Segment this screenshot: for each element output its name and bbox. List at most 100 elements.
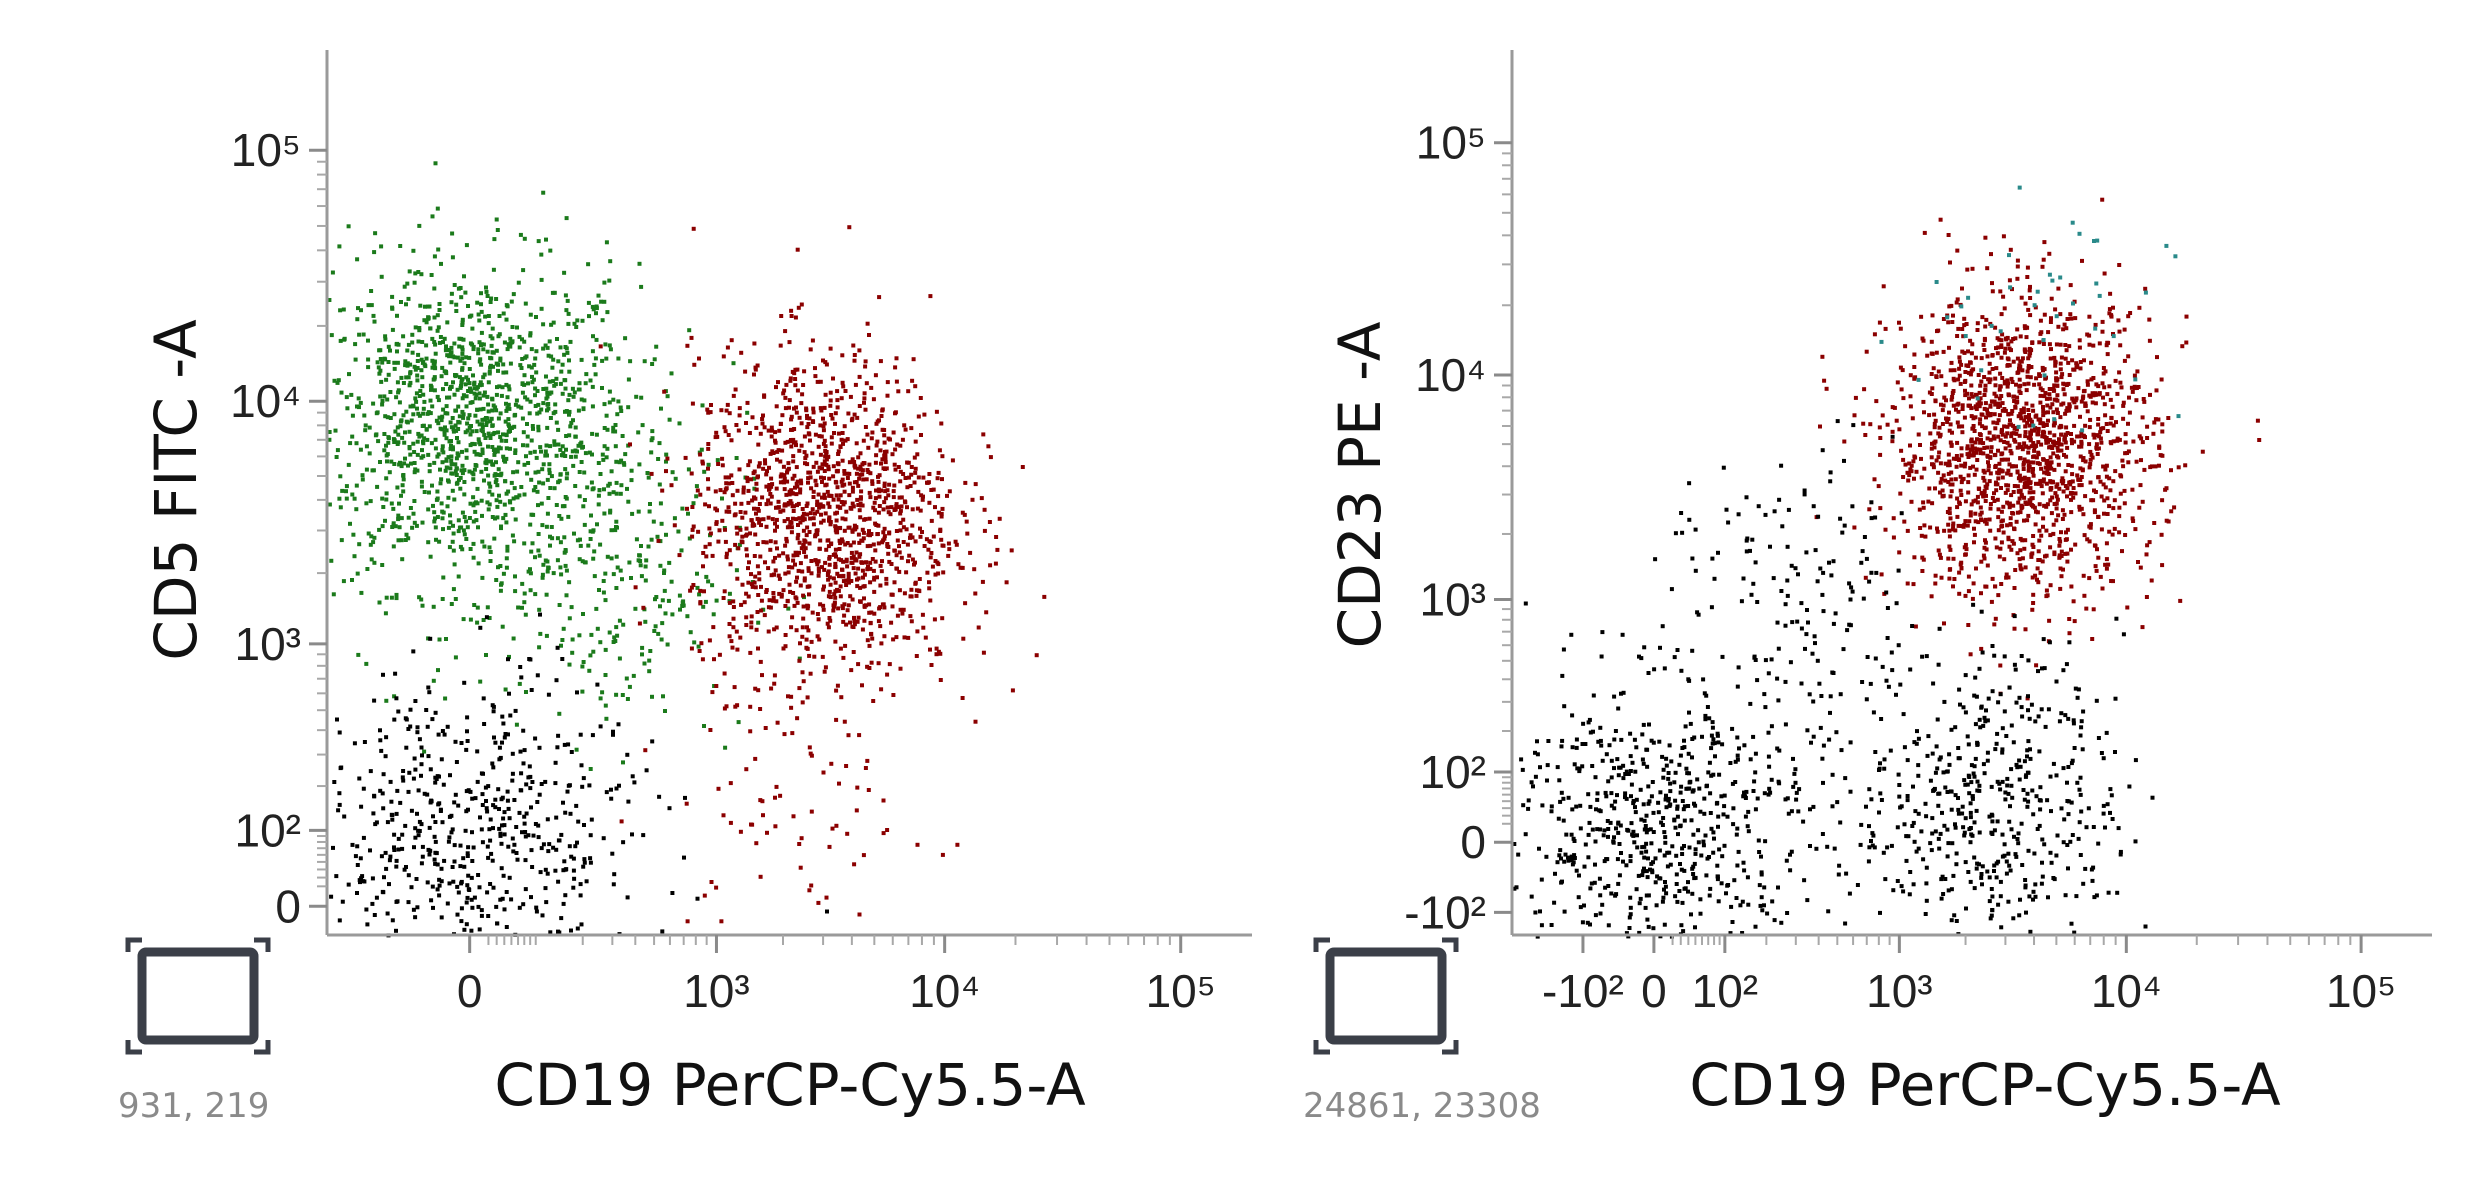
data-point xyxy=(435,394,440,399)
data-point xyxy=(863,364,868,369)
data-point xyxy=(525,397,530,402)
data-point xyxy=(844,509,849,514)
data-point xyxy=(497,826,502,831)
data-point xyxy=(411,403,416,408)
data-point xyxy=(834,823,839,828)
data-point xyxy=(2027,348,2032,352)
data-point xyxy=(1959,362,1964,367)
data-point xyxy=(830,826,835,831)
data-point xyxy=(480,575,485,580)
data-point xyxy=(460,449,464,454)
data-point xyxy=(2069,463,2074,468)
data-point xyxy=(563,810,568,815)
data-point xyxy=(701,551,706,555)
data-point xyxy=(421,423,426,428)
data-point xyxy=(2096,422,2101,427)
data-point xyxy=(476,347,481,352)
data-point xyxy=(444,436,449,441)
data-point xyxy=(511,496,516,501)
data-point xyxy=(558,540,563,545)
data-point xyxy=(866,445,871,450)
data-point xyxy=(482,722,487,726)
data-point xyxy=(820,495,824,500)
data-point xyxy=(480,451,485,456)
data-point xyxy=(712,684,717,688)
data-point xyxy=(1897,550,1902,555)
data-point xyxy=(2042,503,2047,508)
data-point xyxy=(365,922,370,927)
data-point xyxy=(933,505,937,510)
data-point xyxy=(800,507,805,511)
data-point xyxy=(1930,313,1935,318)
data-point xyxy=(1990,576,1995,581)
data-point xyxy=(405,281,410,286)
data-point xyxy=(873,496,878,501)
data-point xyxy=(2050,402,2055,407)
data-point xyxy=(754,487,759,492)
data-point xyxy=(417,595,422,600)
data-point xyxy=(1988,455,1993,460)
data-point xyxy=(840,431,845,435)
data-point xyxy=(467,425,472,430)
data-point xyxy=(2104,566,2109,571)
data-point xyxy=(785,525,790,530)
data-point xyxy=(391,437,396,442)
data-point xyxy=(508,446,512,451)
data-point xyxy=(970,497,975,502)
data-point xyxy=(1947,410,1951,415)
gate-tool-button[interactable] xyxy=(125,937,271,1055)
data-point xyxy=(2108,421,2113,426)
data-point xyxy=(471,344,476,349)
data-point xyxy=(562,742,567,747)
data-point xyxy=(469,313,474,318)
data-point xyxy=(417,819,422,824)
data-point xyxy=(560,444,565,449)
data-point xyxy=(777,553,782,558)
data-point xyxy=(2093,322,2098,327)
data-point xyxy=(806,480,810,485)
data-point xyxy=(577,557,582,562)
data-point xyxy=(910,378,915,383)
data-point xyxy=(1950,430,1954,435)
data-point xyxy=(564,409,569,413)
data-point xyxy=(506,402,511,407)
data-point xyxy=(613,423,618,427)
data-point xyxy=(621,760,625,765)
data-point xyxy=(412,470,417,475)
data-point xyxy=(433,161,438,166)
data-point xyxy=(2113,378,2118,383)
data-point xyxy=(430,336,435,341)
data-point xyxy=(2144,595,2149,599)
data-point xyxy=(2048,583,2053,588)
data-point xyxy=(487,481,492,486)
data-point xyxy=(461,393,466,398)
data-point xyxy=(763,458,767,463)
data-point xyxy=(879,687,884,692)
data-point xyxy=(898,479,903,484)
data-point xyxy=(1954,464,1959,469)
data-point xyxy=(787,398,792,403)
data-point xyxy=(841,655,846,660)
data-point xyxy=(2063,469,2068,474)
data-point xyxy=(496,368,500,373)
data-point xyxy=(1937,434,1942,439)
data-point xyxy=(2081,394,2086,399)
data-point xyxy=(432,460,437,465)
data-point xyxy=(437,883,442,888)
data-point xyxy=(2184,314,2189,319)
data-point xyxy=(654,595,659,599)
data-point xyxy=(540,467,545,472)
data-point xyxy=(755,542,760,546)
data-point xyxy=(823,444,828,449)
data-point xyxy=(546,849,551,854)
data-point xyxy=(907,553,912,558)
data-point xyxy=(495,449,500,454)
data-point xyxy=(333,428,338,433)
data-point xyxy=(453,462,458,467)
data-point xyxy=(329,333,334,338)
data-point xyxy=(457,525,462,530)
data-point xyxy=(567,392,572,397)
data-point xyxy=(2030,607,2035,612)
data-point xyxy=(330,270,335,275)
data-point xyxy=(406,375,411,380)
